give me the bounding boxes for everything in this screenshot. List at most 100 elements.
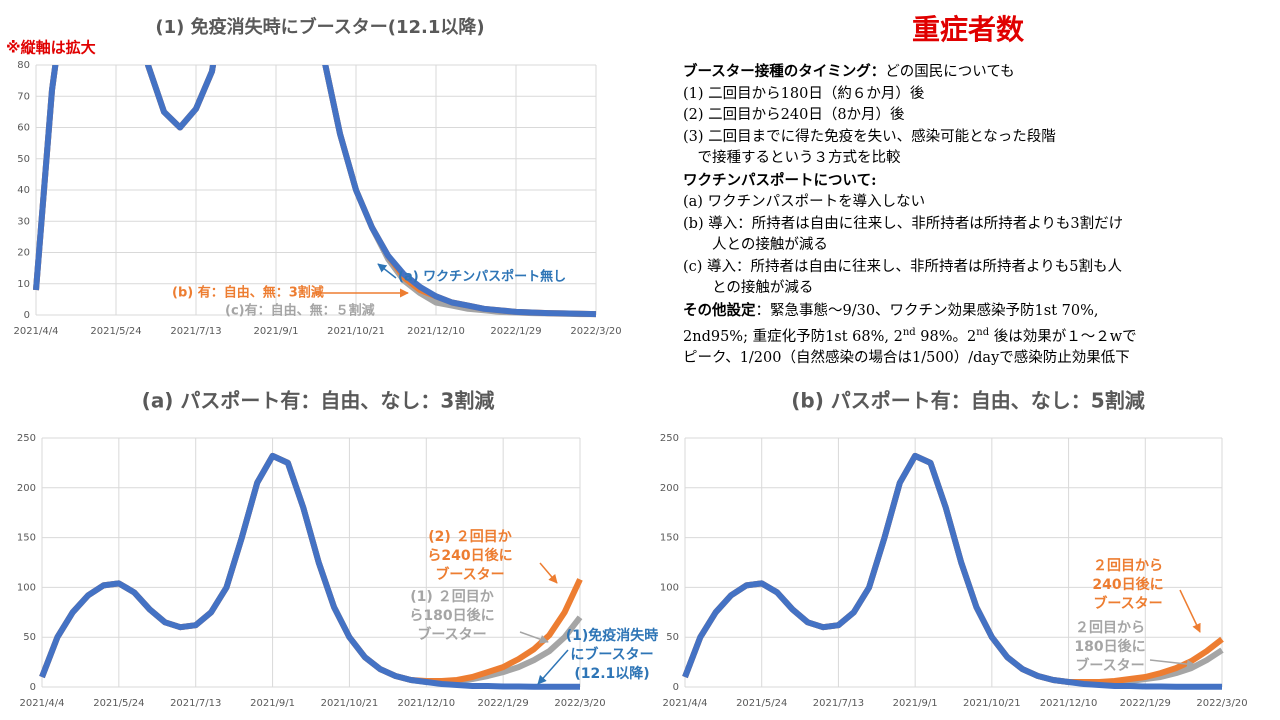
panel-text-segment: ワクチンパスポートについて: bbox=[683, 171, 877, 189]
panel-text-segment: どの国民についても bbox=[885, 64, 1015, 80]
panel-text-segment: で接種するという３方式を比較 bbox=[683, 150, 901, 166]
panel-line: 2nd95%; 重症化予防1st 68%, 2nd 98%。2nd 後は効果が１… bbox=[683, 322, 1273, 348]
annotation: 180日後に bbox=[1074, 638, 1145, 655]
panel-text-segment: (b) 導入：所持者は自由に往来し、非所持者は所持者よりも3割だけ bbox=[683, 215, 1124, 232]
annotation: (12.1以降) bbox=[574, 665, 649, 682]
chart-title: (1) 免疫消失時にブースター(12.1以降) bbox=[155, 16, 484, 38]
annotation-arrow bbox=[537, 649, 569, 685]
y-tick-label: 70 bbox=[17, 91, 30, 102]
annotation: にブースター bbox=[570, 646, 653, 663]
panel-text-segment: その他設定 bbox=[683, 301, 756, 319]
series-line bbox=[33, 65, 596, 318]
annotation-arrow bbox=[539, 562, 558, 584]
x-tick-label: 2021/10/21 bbox=[963, 698, 1021, 709]
y-tick-label: 150 bbox=[17, 533, 36, 544]
panel-text-segment: nd bbox=[902, 327, 916, 338]
y-tick-label: 40 bbox=[17, 185, 30, 196]
x-tick-label: 2021/5/24 bbox=[90, 326, 141, 337]
chart-title: (b) パスポート有：自由、なし：5割減 bbox=[791, 389, 1144, 413]
y-tick-label: 30 bbox=[17, 216, 30, 227]
y-tick-label: 50 bbox=[666, 632, 679, 643]
y-tick-label: 250 bbox=[660, 433, 679, 444]
panel-text-segment: ：緊急事態～9/30、ワクチン効果感染予防1st 70%, bbox=[755, 302, 1099, 319]
annotation-arrow bbox=[1179, 589, 1201, 633]
y-tick-label: 0 bbox=[673, 682, 679, 693]
annotation: 240日後に bbox=[1092, 576, 1163, 593]
panel-line: (1) 二回目から180日（約６か月）後 bbox=[683, 84, 1273, 106]
x-tick-label: 2021/5/24 bbox=[93, 698, 144, 709]
panel-title: 重症者数 bbox=[911, 13, 1024, 46]
annotation-arrow bbox=[519, 631, 549, 644]
series-label: (c)有：自由、無：５割減 bbox=[225, 303, 375, 319]
y-tick-label: 60 bbox=[17, 123, 30, 134]
panel-line: その他設定：緊急事態～9/30、ワクチン効果感染予防1st 70%, bbox=[683, 300, 1273, 323]
panel-line: で接種するという３方式を比較 bbox=[683, 148, 1273, 170]
panel-line: 人との接触が減る bbox=[683, 235, 1273, 257]
y-tick-label: 100 bbox=[17, 582, 36, 593]
x-tick-label: 2022/1/29 bbox=[478, 698, 529, 709]
y-tick-label: 100 bbox=[660, 582, 679, 593]
annotation-arrow bbox=[1149, 659, 1196, 669]
panel-text-segment: との接触が減る bbox=[683, 280, 814, 296]
panel-text-segment: (2) 二回目から240日（8か月）後 bbox=[683, 107, 905, 123]
y-tick-label: 250 bbox=[17, 433, 36, 444]
x-tick-label: 2021/9/1 bbox=[250, 698, 295, 709]
y-tick-label: 50 bbox=[23, 632, 36, 643]
x-tick-label: 2021/4/4 bbox=[663, 698, 708, 709]
y-tick-label: 20 bbox=[17, 248, 30, 259]
annotation: (1)免疫消失時 bbox=[566, 627, 659, 644]
y-tick-label: 200 bbox=[17, 483, 36, 494]
x-tick-label: 2021/10/21 bbox=[327, 326, 385, 337]
annotation: (1) ２回目か bbox=[410, 589, 493, 605]
x-tick-label: 2021/5/24 bbox=[736, 698, 787, 709]
x-tick-label: 2022/3/20 bbox=[570, 326, 621, 337]
annotation: ブースター bbox=[1093, 595, 1162, 612]
panel-line: ワクチンパスポートについて: bbox=[683, 170, 1273, 193]
series-label: (b) 有：自由、無：3割減 bbox=[172, 285, 324, 301]
annotation: ら240日後に bbox=[427, 547, 512, 564]
panel-line: (b) 導入：所持者は自由に往来し、非所持者は所持者よりも3割だけ bbox=[683, 214, 1273, 236]
annotation: ブースター bbox=[417, 626, 486, 643]
x-tick-label: 2022/1/29 bbox=[490, 326, 541, 337]
chart-title: (a) パスポート有：自由、なし：3割減 bbox=[142, 389, 495, 413]
panel-line: (3) 二回目までに得た免疫を失い、感染可能となった段階 bbox=[683, 127, 1273, 149]
y-tick-label: 10 bbox=[17, 279, 30, 290]
series-line bbox=[33, 65, 597, 318]
panel-text: ブースター接種のタイミング：どの国民についても (1) 二回目から180日（約６か… bbox=[683, 61, 1273, 370]
y-tick-label: 80 bbox=[17, 60, 30, 71]
x-tick-label: 2021/7/13 bbox=[813, 698, 864, 709]
x-tick-label: 2022/3/20 bbox=[554, 698, 605, 709]
panel-line: (a) ワクチンパスポートを導入しない bbox=[683, 192, 1273, 214]
series-line bbox=[682, 452, 1222, 690]
annotation: ら180日後に bbox=[409, 607, 494, 624]
panel-line: ピーク、1/200（自然感染の場合は1/500）/dayで感染防止効果低下 bbox=[683, 348, 1273, 370]
x-tick-label: 2021/10/21 bbox=[321, 698, 379, 709]
label-leader bbox=[377, 263, 397, 279]
annotation: ２回目から bbox=[1093, 558, 1163, 574]
panel-line: との接触が減る bbox=[683, 278, 1273, 300]
panel-line: (c) 導入：所持者は自由に往来し、非所持者は所持者よりも5割も人 bbox=[683, 257, 1273, 279]
annotation: ２回目から bbox=[1075, 620, 1145, 636]
panel-text-segment: 98%。2 bbox=[915, 328, 977, 345]
y-tick-label: 200 bbox=[660, 483, 679, 494]
panel-text-segment: (c) 導入：所持者は自由に往来し、非所持者は所持者よりも5割も人 bbox=[683, 258, 1122, 275]
x-tick-label: 2021/4/4 bbox=[20, 698, 65, 709]
panel-text-segment: nd bbox=[976, 327, 990, 338]
x-tick-label: 2021/9/1 bbox=[893, 698, 938, 709]
panel-line: (2) 二回目から240日（8か月）後 bbox=[683, 105, 1273, 127]
x-tick-label: 2022/3/20 bbox=[1196, 698, 1247, 709]
panel-line: ブースター接種のタイミング：どの国民についても bbox=[683, 61, 1273, 84]
series-line bbox=[33, 65, 597, 318]
series-line bbox=[39, 452, 580, 690]
annotation: ブースター bbox=[435, 566, 504, 583]
x-tick-label: 2021/12/10 bbox=[397, 698, 455, 709]
panel-text-segment: (a) ワクチンパスポートを導入しない bbox=[683, 194, 926, 210]
x-tick-label: 2022/1/29 bbox=[1120, 698, 1171, 709]
y-tick-label: 0 bbox=[24, 310, 30, 321]
x-tick-label: 2021/12/10 bbox=[407, 326, 465, 337]
y-tick-label: 0 bbox=[30, 682, 36, 693]
annotation: ブースター bbox=[1075, 657, 1144, 674]
annotation: (2) ２回目か bbox=[428, 529, 511, 545]
